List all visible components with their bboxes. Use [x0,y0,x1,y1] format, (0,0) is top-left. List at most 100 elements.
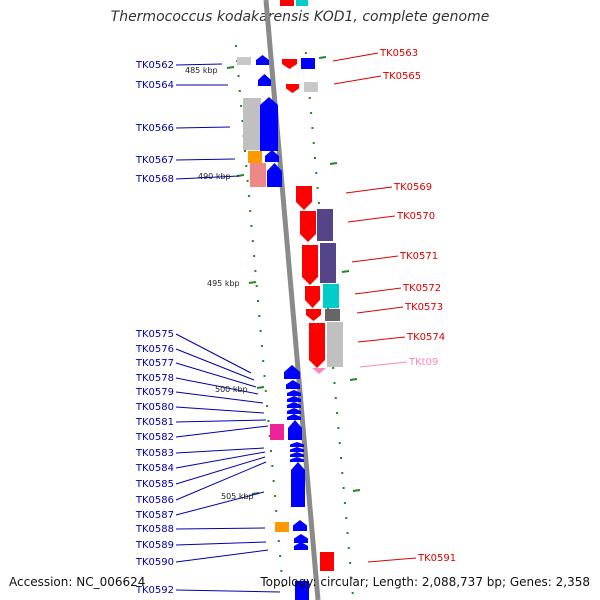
leader-line-left [175,63,223,66]
gene-arrow-reverse [290,452,304,457]
leader-line-left [175,527,266,530]
tick-left [275,510,278,512]
tick-right [350,577,353,579]
tick-left [280,570,283,572]
gene-arrow-reverse [288,420,302,440]
gene-label-right: TK0569 [393,182,432,193]
leader-line-right [333,75,382,85]
leader-line-right [359,361,408,368]
gene-block [325,309,340,321]
tick-left [272,480,275,482]
gene-label-left: TK0586 [135,495,174,506]
tick-left [257,300,259,302]
gene-label-left: TK0581 [135,417,174,428]
gene-label-left: TK0577 [135,358,174,369]
gene-label-right: TK0570 [396,211,435,222]
leader-line-right [351,255,399,263]
tick-left [263,375,266,377]
tick-right [342,487,345,489]
gene-arrow-forward [282,59,297,69]
gene-arrow-reverse [294,534,308,543]
major-tick [352,489,361,492]
gene-label-left: TK0579 [135,387,174,398]
kbp-marker-label: 505 kbp [221,492,254,501]
gene-arrow-reverse [287,414,301,420]
gene-block [275,522,289,532]
gene-label-left: TK0580 [135,402,174,413]
kbp-marker-label: 495 kbp [207,279,240,288]
gene-block [248,151,262,163]
leader-line-right [345,186,393,194]
leader-line-right [356,306,404,314]
genome-backbone [263,0,321,600]
tick-right [304,52,307,54]
tick-left [273,495,276,497]
leader-line-left [175,589,281,593]
tick-right [340,457,342,459]
leader-line-left [175,126,231,129]
tick-left [254,270,257,272]
topology-text: Topology: circular; Length: 2,088,737 bp… [260,575,590,589]
major-tick [329,162,338,165]
gene-label-right: TKt09 [408,357,438,368]
tick-right [347,547,350,549]
tick-left [268,435,271,437]
gene-arrow-reverse [294,542,308,550]
tick-right [336,412,339,414]
gene-label-left: TK0585 [135,479,174,490]
tick-right [345,517,348,519]
gene-arrow-forward [300,211,316,242]
tick-right [317,202,320,204]
major-tick [248,281,257,284]
leader-line-left [175,333,252,374]
gene-arrow-reverse [284,365,300,379]
major-tick [349,378,358,381]
tick-right [332,367,335,369]
tick-left [249,210,252,212]
accession-text: Accession: NC_006624 [9,575,146,589]
tick-left [234,45,237,47]
tick-left [244,150,246,152]
gene-block [250,163,266,187]
gene-label-left: TK0583 [135,448,174,459]
tick-right [311,127,314,129]
gene-arrow-forward [286,84,299,93]
gene-arrow-reverse [287,390,301,396]
leader-line-left [175,158,236,161]
tick-right [316,187,319,189]
leader-line-left [175,348,255,381]
tick-left [264,390,267,392]
leader-line-left [175,391,264,404]
gene-arrow-reverse [290,457,304,462]
gene-arrow-forward [296,186,312,210]
kbp-marker-label: 500 kbp [215,385,248,394]
gene-block [323,284,339,308]
gene-label-right: TK0591 [417,553,456,564]
gene-block [270,424,284,440]
tick-right [346,532,349,534]
gene-label-left: TK0582 [135,432,174,443]
tick-right [343,502,346,504]
tick-left [255,285,258,287]
tick-left [267,420,270,422]
gene-label-left: TK0590 [135,557,174,568]
tick-right [308,97,311,99]
gene-block [304,82,318,92]
leader-line-left [175,377,259,395]
tick-left [238,90,241,92]
tick-left [266,405,269,407]
tick-right [337,427,340,429]
leader-line-left [175,419,267,423]
gene-label-right: TK0571 [399,251,438,262]
gene-label-left: TK0592 [135,585,174,596]
gene-arrow-forward [302,245,318,285]
gene-label-left: TK0589 [135,540,174,551]
kbp-marker-label: 485 kbp [185,66,218,75]
gene-block [296,0,308,6]
leader-line-right [332,52,379,62]
gene-block [320,243,336,283]
gene-block [317,209,333,241]
leader-line-left [175,175,240,180]
gene-block [327,322,343,367]
